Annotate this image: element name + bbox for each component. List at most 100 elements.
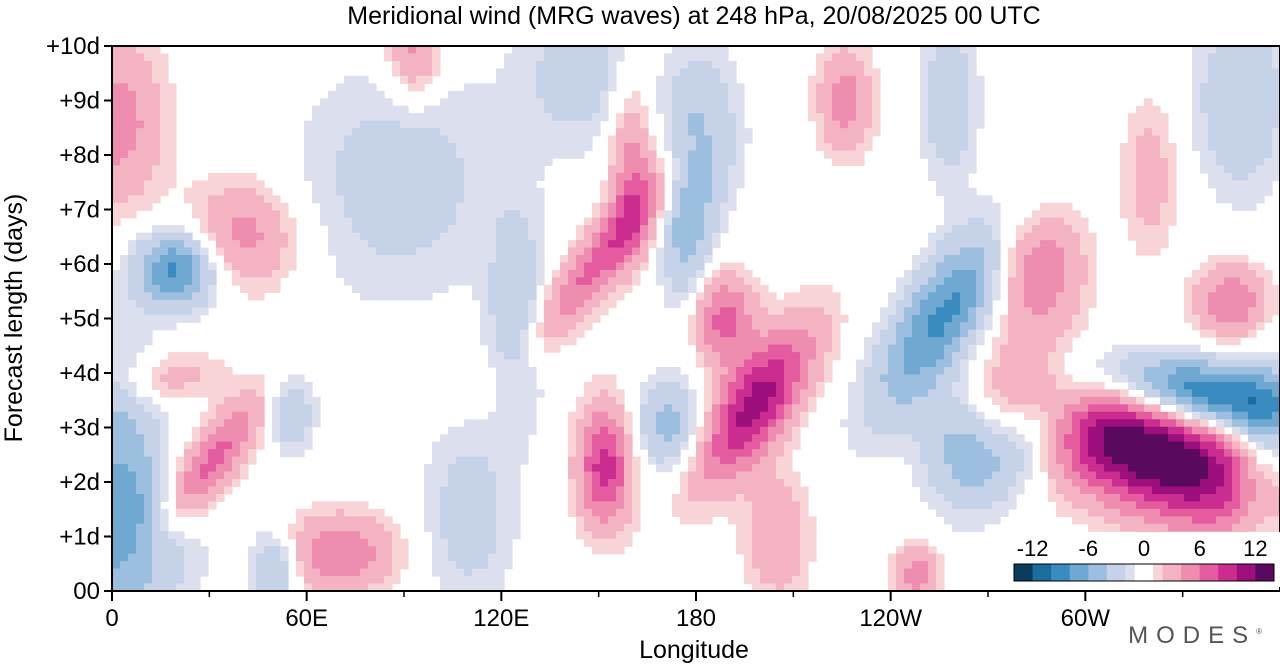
contour-cell <box>592 441 601 450</box>
contour-cell <box>152 157 161 167</box>
contour-cell <box>1264 53 1273 62</box>
contour-cell <box>576 411 585 420</box>
contour-cell <box>1184 374 1193 383</box>
contour-cell <box>664 53 673 62</box>
contour-cell <box>1136 359 1145 368</box>
contour-cell <box>728 83 737 92</box>
contour-cell <box>1256 143 1265 152</box>
contour-cell <box>512 284 521 293</box>
contour-cell <box>1048 441 1057 450</box>
contour-cell <box>672 53 681 62</box>
contour-cell <box>880 367 889 376</box>
contour-cell <box>304 411 313 420</box>
contour-cell <box>728 187 737 196</box>
contour-cell <box>944 150 953 159</box>
contour-cell <box>616 404 625 413</box>
contour-cell <box>368 157 377 167</box>
contour-cell <box>416 165 425 174</box>
contour-cell <box>704 255 713 264</box>
contour-cell <box>112 381 121 391</box>
contour-cell <box>968 157 977 167</box>
contour-cell <box>264 255 273 264</box>
contour-cell <box>632 165 641 174</box>
contour-cell <box>128 344 137 353</box>
contour-cell <box>144 404 153 413</box>
contour-cell <box>752 426 761 435</box>
contour-cell <box>1000 344 1009 353</box>
contour-cell <box>488 225 497 234</box>
contour-cell <box>160 367 169 376</box>
contour-cell <box>432 60 441 69</box>
contour-cell <box>864 426 873 435</box>
contour-cell <box>112 165 121 174</box>
contour-cell <box>120 53 129 62</box>
contour-cell <box>952 426 961 435</box>
contour-cell <box>688 217 697 226</box>
contour-cell <box>944 381 953 391</box>
contour-cell <box>1064 374 1073 383</box>
contour-cell <box>552 337 561 346</box>
contour-cell <box>936 128 945 137</box>
contour-cell <box>776 419 785 428</box>
contour-cell <box>152 172 161 181</box>
contour-cell <box>1256 307 1265 316</box>
contour-cell <box>904 277 913 286</box>
contour-cell <box>888 359 897 368</box>
contour-cell <box>1048 329 1057 338</box>
contour-cell <box>512 135 521 144</box>
contour-cell <box>528 426 537 435</box>
contour-cell <box>296 404 305 413</box>
contour-cell <box>560 255 569 264</box>
contour-cell <box>1200 98 1209 107</box>
contour-cell <box>792 374 801 383</box>
contour-cell <box>1216 419 1225 428</box>
contour-cell <box>528 240 537 249</box>
contour-cell <box>472 419 481 428</box>
contour-cell <box>360 195 369 204</box>
contour-cell <box>304 381 313 391</box>
contour-cell <box>1192 120 1201 129</box>
contour-cell <box>952 471 961 480</box>
contour-cell <box>1200 374 1209 383</box>
contour-cell <box>976 329 985 338</box>
contour-cell <box>1200 322 1209 331</box>
contour-cell <box>552 284 561 293</box>
contour-cell <box>528 292 537 301</box>
contour-cell <box>912 337 921 346</box>
contour-cell <box>1016 374 1025 383</box>
contour-cell <box>616 464 625 473</box>
contour-cell <box>1000 449 1009 458</box>
contour-cell <box>1240 396 1249 405</box>
contour-cell <box>1152 120 1161 129</box>
contour-cell <box>1256 105 1265 114</box>
contour-cell <box>224 404 233 413</box>
contour-cell <box>560 143 569 152</box>
contour-cell <box>584 98 593 107</box>
contour-cell <box>504 411 513 420</box>
contour-cell <box>1272 75 1280 84</box>
contour-cell <box>744 441 753 450</box>
contour-cell <box>1232 449 1241 458</box>
contour-cell <box>160 389 169 398</box>
contour-cell <box>128 411 137 420</box>
contour-cell <box>1048 240 1057 249</box>
contour-cell <box>616 210 625 219</box>
contour-cell <box>968 113 977 122</box>
contour-cell <box>696 83 705 92</box>
contour-cell <box>696 359 705 368</box>
contour-cell <box>696 195 705 204</box>
contour-cell <box>1016 232 1025 241</box>
contour-cell <box>344 195 353 204</box>
contour-cell <box>1216 135 1225 144</box>
contour-cell <box>984 471 993 480</box>
contour-cell <box>352 202 361 211</box>
contour-cell <box>128 187 137 196</box>
contour-cell <box>1208 165 1217 174</box>
contour-cell <box>1200 120 1209 129</box>
contour-cell <box>1208 284 1217 293</box>
contour-cell <box>248 240 257 249</box>
contour-cell <box>424 120 433 129</box>
contour-cell <box>392 113 401 122</box>
contour-cell <box>216 225 225 234</box>
contour-cell <box>1248 68 1257 77</box>
